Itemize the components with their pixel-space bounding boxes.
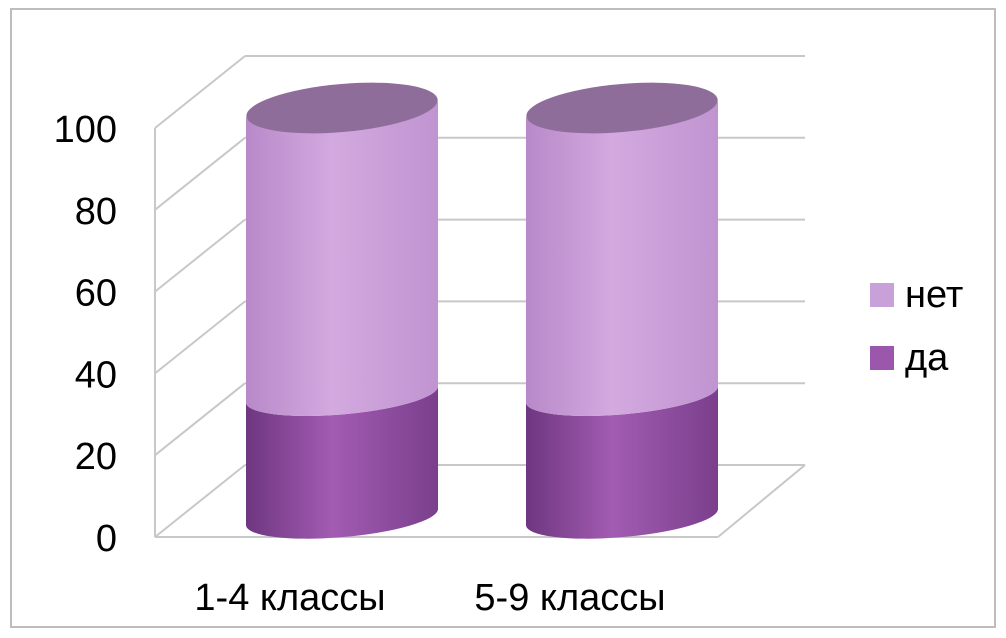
gridline-side (154, 300, 246, 375)
y-tick-label: 80 (75, 191, 117, 233)
gridline-side (154, 218, 246, 293)
y-tick-label: 0 (96, 518, 117, 560)
legend: нет да (870, 274, 963, 379)
floor-right-edge (717, 464, 806, 538)
cylinder-top (526, 82, 718, 134)
legend-swatch (870, 346, 894, 370)
y-tick-label: 20 (75, 436, 117, 478)
bar-segment-no (245, 82, 438, 416)
y-tick-label: 40 (75, 354, 117, 396)
gridline-side (154, 55, 246, 129)
gridline-side (154, 137, 246, 211)
x-category-label: 1-4 классы (194, 577, 385, 619)
y-tick-label: 60 (75, 273, 117, 315)
legend-item: нет (870, 274, 963, 316)
gridline-side (154, 464, 246, 538)
gridline-side (154, 382, 246, 456)
bar-segment-no (525, 82, 718, 416)
legend-item: да (870, 337, 949, 379)
cylinder-top (246, 82, 438, 134)
legend-swatch (870, 283, 894, 307)
axis-labels: 0 20 40 60 80 100 1-4 классы 5-9 классы (54, 109, 666, 619)
bar-segment-yes (525, 386, 718, 539)
bars (245, 82, 718, 539)
x-category-label: 5-9 классы (474, 577, 665, 619)
legend-label: нет (905, 274, 963, 316)
legend-label: да (905, 337, 949, 379)
y-tick-label: 100 (54, 109, 117, 151)
bar-segment-yes (245, 386, 438, 539)
